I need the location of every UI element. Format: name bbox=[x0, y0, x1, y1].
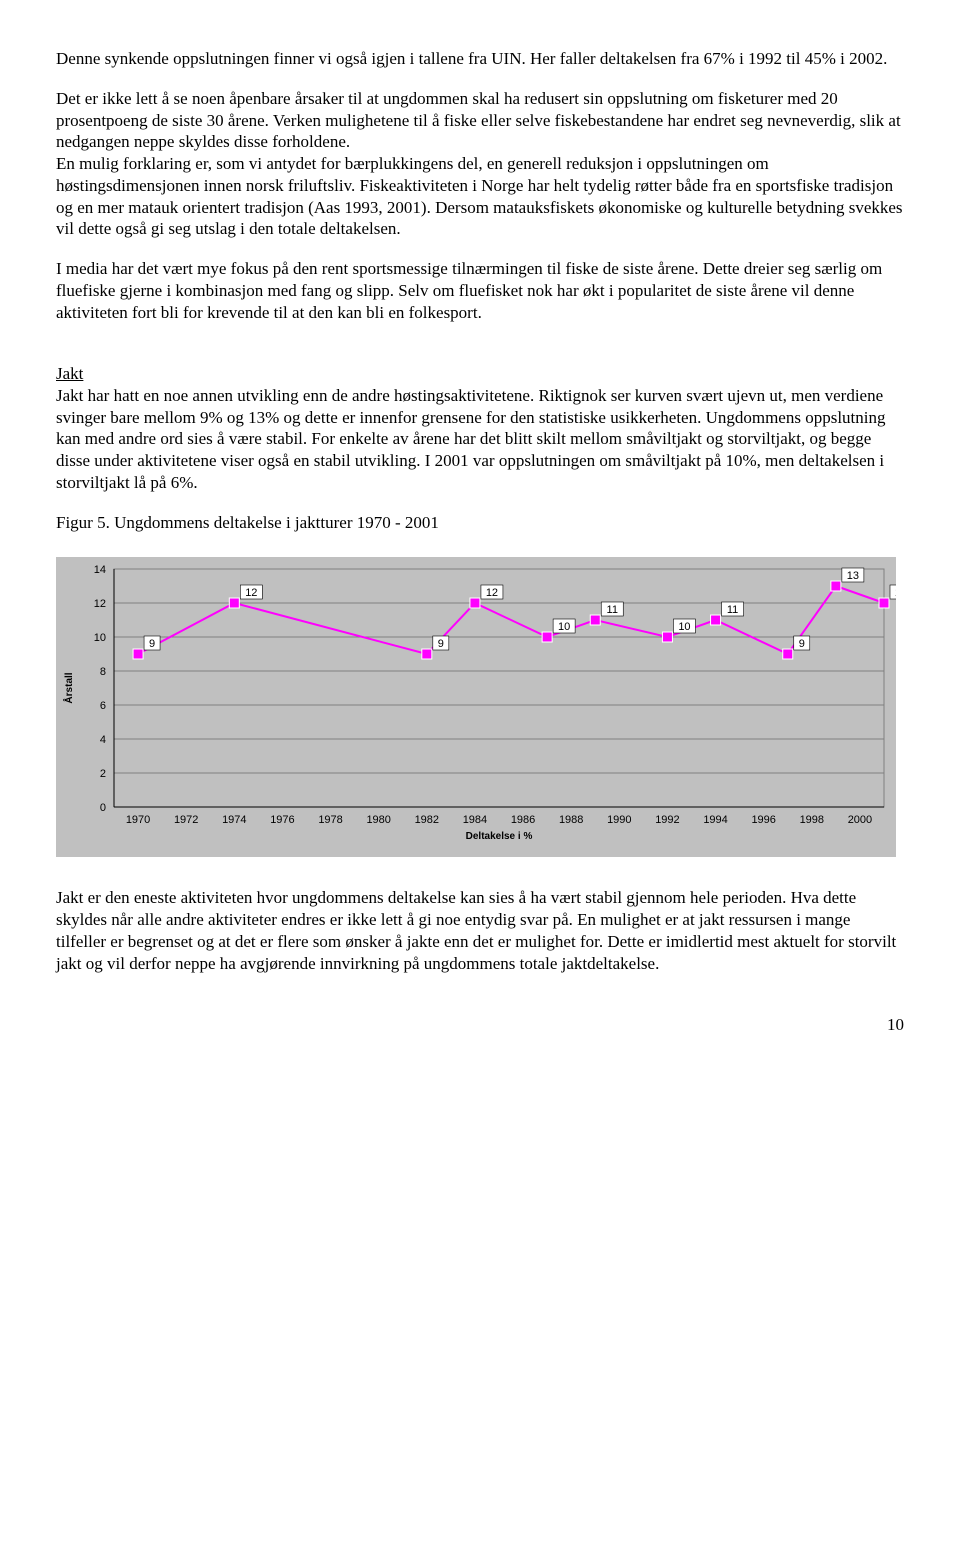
svg-text:1978: 1978 bbox=[318, 814, 342, 826]
paragraph-2-3: Det er ikke lett å se noen åpenbare årsa… bbox=[56, 88, 904, 240]
svg-text:12: 12 bbox=[245, 587, 257, 599]
svg-text:14: 14 bbox=[94, 564, 106, 576]
paragraph-3: En mulig forklaring er, som vi antydet f… bbox=[56, 154, 903, 238]
svg-text:12: 12 bbox=[895, 587, 896, 599]
figure-caption: Figur 5. Ungdommens deltakelse i jakttur… bbox=[56, 512, 904, 534]
paragraph-2: Det er ikke lett å se noen åpenbare årsa… bbox=[56, 89, 901, 152]
paragraph-1: Denne synkende oppslutningen finner vi o… bbox=[56, 48, 904, 70]
svg-text:1996: 1996 bbox=[751, 814, 775, 826]
svg-text:4: 4 bbox=[100, 734, 106, 746]
svg-text:9: 9 bbox=[799, 638, 805, 650]
svg-text:1984: 1984 bbox=[463, 814, 487, 826]
svg-text:1986: 1986 bbox=[511, 814, 535, 826]
svg-text:10: 10 bbox=[678, 621, 690, 633]
svg-text:Årstall: Årstall bbox=[62, 672, 75, 703]
svg-text:11: 11 bbox=[607, 604, 618, 616]
svg-text:1998: 1998 bbox=[800, 814, 824, 826]
svg-text:1988: 1988 bbox=[559, 814, 583, 826]
line-chart: 0 2 4 6 8 10 12 14 1970 1972 1974 1976 1978 1980 1982 1… bbox=[56, 557, 896, 857]
section-heading-jakt: Jakt bbox=[56, 363, 904, 385]
paragraph-6: Jakt er den eneste aktiviteten hvor ungd… bbox=[56, 887, 904, 974]
svg-text:9: 9 bbox=[149, 638, 155, 650]
paragraph-5: Jakt har hatt en noe annen utvikling enn… bbox=[56, 385, 904, 494]
svg-text:9: 9 bbox=[438, 638, 444, 650]
svg-text:10: 10 bbox=[558, 621, 570, 633]
svg-text:6: 6 bbox=[100, 700, 106, 712]
svg-text:11: 11 bbox=[727, 604, 738, 616]
chart-figure-5: 0 2 4 6 8 10 12 14 1970 1972 1974 1976 1978 1980 1982 1… bbox=[56, 557, 904, 857]
svg-text:1982: 1982 bbox=[415, 814, 439, 826]
svg-text:13: 13 bbox=[847, 570, 859, 582]
paragraph-4: I media har det vært mye fokus på den re… bbox=[56, 258, 904, 323]
page-number: 10 bbox=[56, 1014, 904, 1036]
svg-text:1972: 1972 bbox=[174, 814, 198, 826]
svg-text:0: 0 bbox=[100, 802, 106, 814]
svg-text:2000: 2000 bbox=[848, 814, 872, 826]
svg-text:1992: 1992 bbox=[655, 814, 679, 826]
svg-text:Deltakelse i %: Deltakelse i % bbox=[466, 831, 533, 842]
svg-text:1970: 1970 bbox=[126, 814, 150, 826]
svg-text:1976: 1976 bbox=[270, 814, 294, 826]
svg-text:1980: 1980 bbox=[366, 814, 390, 826]
svg-text:1994: 1994 bbox=[703, 814, 727, 826]
svg-text:2: 2 bbox=[100, 768, 106, 780]
svg-text:8: 8 bbox=[100, 666, 106, 678]
svg-text:12: 12 bbox=[486, 587, 498, 599]
svg-text:1990: 1990 bbox=[607, 814, 631, 826]
svg-text:10: 10 bbox=[94, 632, 106, 644]
svg-text:12: 12 bbox=[94, 598, 106, 610]
svg-text:1974: 1974 bbox=[222, 814, 246, 826]
